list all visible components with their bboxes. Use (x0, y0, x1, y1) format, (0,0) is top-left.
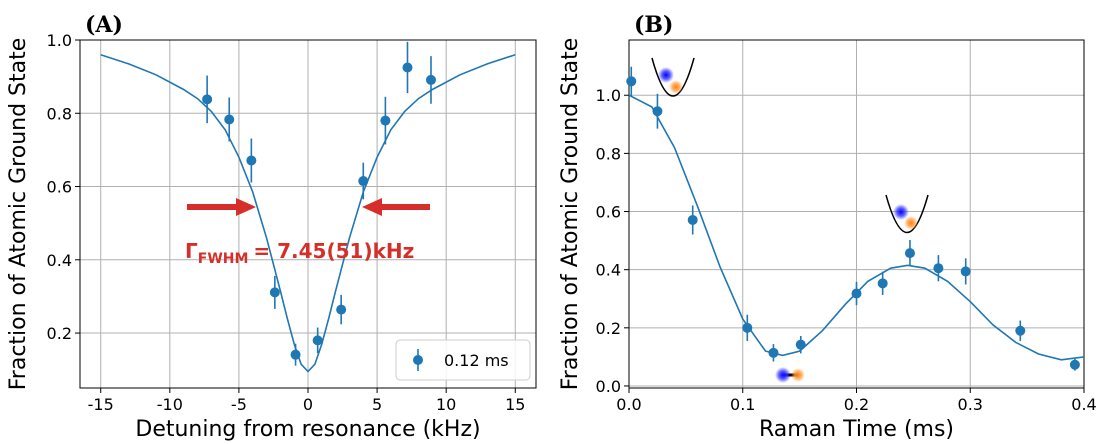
data-point (312, 335, 323, 346)
y-tick-label: 0.4 (47, 251, 72, 270)
plots: -15 -10 -5 0 5 10 15 0.2 0.4 0.6 0.8 1.0 (A) Detuning… (6, 12, 1097, 442)
x-tick-label: 0.2 (844, 395, 869, 414)
x-axis-label: Detuning from resonance (kHz) (135, 417, 480, 442)
y-axis-label: Fraction of Atomic Ground State (6, 38, 31, 391)
x-tick-label: -15 (88, 395, 114, 414)
y-tick-label: 0.2 (596, 319, 621, 338)
ion (904, 216, 918, 230)
arrow-head (236, 198, 256, 216)
atom (658, 67, 674, 83)
data-point (380, 115, 391, 126)
y-tick-label: 0.8 (47, 104, 72, 123)
ion (669, 80, 683, 94)
arrow-head (362, 198, 382, 216)
y-tick-label: 0.0 (596, 377, 621, 396)
legend-marker (413, 355, 423, 365)
data-point (402, 62, 413, 73)
data-point (933, 263, 944, 274)
y-tick-label: 0.4 (596, 261, 621, 280)
axes-frame (79, 39, 537, 389)
atom (775, 367, 791, 383)
fit-curve (100, 53, 516, 373)
axes-frame (628, 39, 1085, 389)
x-tick-label: -10 (157, 395, 183, 414)
data-point (202, 94, 213, 105)
x-axis-label: Raman Time (ms) (759, 417, 954, 442)
x-tick-label: 0.1 (730, 395, 755, 414)
data-point (425, 74, 436, 85)
data-point (795, 339, 806, 350)
data-point (960, 266, 971, 277)
data-point (877, 278, 888, 289)
x-tick-label: -5 (231, 395, 247, 414)
x-tick-label: 0.0 (616, 395, 641, 414)
panel-title: (B) (634, 12, 673, 38)
annotation-symbol: Γ (185, 239, 198, 263)
panel-title: (A) (85, 12, 123, 38)
y-tick-label: 1.0 (47, 31, 72, 50)
x-tick-label: 0.4 (1071, 395, 1096, 414)
data-point (246, 155, 257, 166)
trap-icons (651, 57, 929, 383)
trap (885, 194, 929, 233)
data-point (626, 76, 637, 87)
ion (791, 368, 805, 382)
data-point (1069, 359, 1080, 370)
atom (893, 204, 909, 220)
data-point (336, 304, 347, 315)
data-point (687, 214, 698, 225)
x-tick-label: 0.3 (958, 395, 983, 414)
y-tick-label: 0.2 (47, 324, 72, 343)
annotation-text: = 7.45(51)kHz (253, 239, 414, 263)
y-tick-label: 0.8 (596, 144, 621, 163)
data-point (224, 114, 235, 125)
x-tick-label: 10 (436, 395, 456, 414)
legend-box (395, 339, 531, 381)
trap (651, 57, 695, 97)
fit-curve (628, 94, 1085, 361)
x-tick-label: 0 (303, 395, 313, 414)
y-axis-label: Fraction of Atomic Ground State (558, 38, 583, 391)
x-tick-label: 15 (505, 395, 525, 414)
legend-label: 0.12 ms (444, 351, 509, 370)
data-point (358, 176, 369, 187)
y-tick-label: 1.0 (596, 86, 621, 105)
data-point (904, 248, 915, 259)
y-tick-label: 0.6 (47, 178, 72, 197)
data-point (269, 287, 280, 298)
x-tick-label: 5 (372, 395, 382, 414)
y-tick-label: 0.6 (596, 203, 621, 222)
annotation: ΓFWHM = 7.45(51)kHz (185, 239, 414, 267)
data-point (1015, 325, 1026, 336)
arrows (187, 198, 430, 216)
annotation-subscript: FWHM (198, 251, 249, 267)
